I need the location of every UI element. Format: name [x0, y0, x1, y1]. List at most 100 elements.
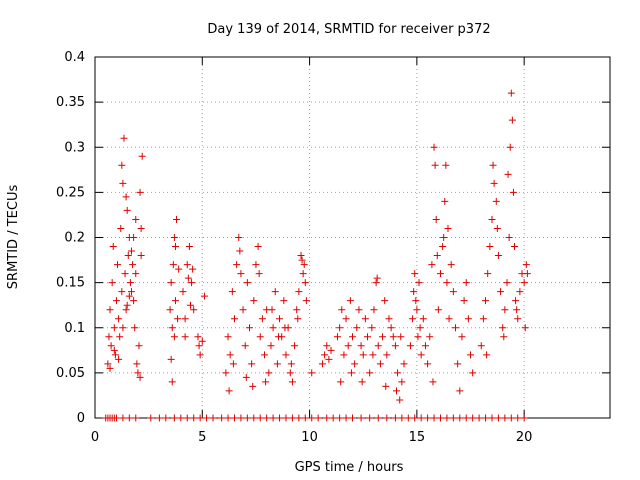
data-point [454, 360, 462, 368]
data-point [189, 265, 197, 273]
data-point [497, 288, 505, 296]
data-point [520, 414, 528, 422]
data-point [486, 243, 494, 251]
data-point [376, 360, 384, 368]
data-point [383, 414, 391, 422]
data-point [256, 333, 264, 341]
data-point [357, 414, 365, 422]
data-point [398, 378, 406, 386]
data-point [280, 297, 288, 305]
data-point [291, 342, 299, 350]
data-point [432, 215, 440, 223]
data-point [254, 243, 262, 251]
data-point [436, 270, 444, 278]
data-point [366, 369, 374, 377]
data-point [229, 360, 237, 368]
data-point [288, 378, 296, 386]
data-point [130, 234, 138, 241]
data-point [443, 414, 451, 422]
data-point [445, 315, 453, 323]
data-point [288, 414, 296, 422]
data-point [248, 360, 256, 368]
data-point [110, 324, 118, 332]
data-point [516, 288, 524, 296]
data-point [170, 414, 178, 422]
data-point [119, 324, 127, 332]
data-point [263, 414, 271, 422]
data-point [125, 414, 133, 422]
data-point [171, 297, 179, 305]
data-point [500, 333, 508, 341]
data-point [235, 234, 243, 241]
data-point [449, 288, 457, 296]
data-point [112, 414, 120, 422]
data-point [475, 414, 483, 422]
data-point [417, 414, 425, 422]
data-point [255, 270, 263, 278]
data-point [256, 414, 264, 422]
data-point [421, 342, 429, 350]
x-tick-label: 15 [409, 430, 426, 445]
data-point [224, 333, 232, 341]
data-point [195, 342, 203, 350]
data-point [394, 369, 402, 377]
y-tick-label: 0.2 [64, 231, 85, 246]
data-point [246, 324, 253, 332]
data-point [368, 324, 376, 332]
data-point [482, 297, 490, 305]
data-point [308, 369, 316, 377]
data-point [198, 337, 206, 345]
data-point [179, 288, 187, 296]
data-point [494, 252, 502, 260]
data-point [417, 351, 425, 359]
data-point [449, 414, 457, 422]
data-point [429, 378, 437, 386]
data-point [505, 234, 513, 241]
data-point [329, 414, 337, 422]
data-point [171, 243, 179, 251]
data-point [295, 414, 303, 422]
data-point [287, 360, 295, 368]
data-point [118, 288, 126, 296]
data-point [147, 414, 155, 422]
data-point [298, 256, 306, 264]
data-point [295, 288, 303, 296]
data-point [469, 414, 477, 422]
data-point [282, 351, 290, 359]
data-point [106, 306, 114, 314]
data-point [406, 342, 414, 350]
data-point [233, 261, 241, 269]
data-point [493, 224, 501, 232]
data-point [281, 324, 289, 332]
data-point [494, 414, 502, 422]
data-point [372, 279, 380, 287]
data-point [129, 261, 137, 269]
data-point [499, 324, 507, 332]
data-point [342, 315, 350, 323]
data-point [424, 360, 432, 368]
data-point [302, 297, 310, 305]
data-point [358, 378, 366, 386]
data-point [521, 324, 529, 332]
data-point [374, 414, 382, 422]
data-point [512, 297, 520, 305]
data-point [520, 279, 528, 287]
data-point [389, 333, 397, 341]
data-point [436, 414, 444, 422]
data-point [114, 261, 122, 269]
data-point [414, 333, 422, 341]
data-point [131, 324, 139, 332]
data-point [443, 279, 451, 287]
data-point [359, 351, 367, 359]
data-point [349, 333, 356, 341]
data-point [218, 414, 226, 422]
data-point [369, 351, 377, 359]
data-point [426, 333, 434, 341]
data-point [230, 315, 238, 323]
data-point [300, 261, 308, 269]
data-point [226, 351, 234, 359]
data-point [489, 161, 497, 169]
data-point [460, 297, 468, 305]
axes: 0 0.05 0.1 0.15 0.2 0.25 0.3 0.35 0.4 0 5 10 15 20 [56, 50, 610, 445]
